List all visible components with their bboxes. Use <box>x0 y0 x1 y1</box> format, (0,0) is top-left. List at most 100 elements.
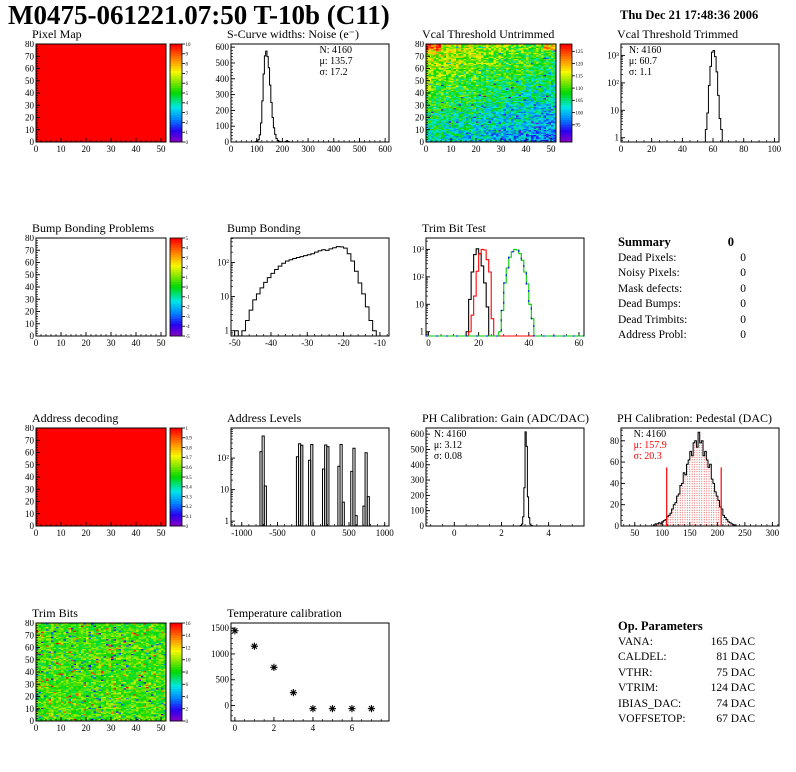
svg-text:40: 40 <box>524 338 534 348</box>
summary-title: Summary <box>618 235 671 249</box>
svg-text:50: 50 <box>25 76 35 86</box>
plot-title: Bump Bonding <box>227 221 301 235</box>
scurve-noise-chart: 0 100 200 300 400 500 600 0 100 200 300 400 500 600 N:… <box>216 42 393 154</box>
svg-text:105: 105 <box>576 99 584 104</box>
svg-text:0: 0 <box>186 286 189 291</box>
op-parameters-title: Op. Parameters <box>618 619 703 633</box>
svg-text:400: 400 <box>216 74 230 84</box>
svg-text:400: 400 <box>327 144 341 154</box>
summary-row-value: 0 <box>740 313 746 326</box>
svg-text:40: 40 <box>25 282 35 292</box>
plot-title: Vcal Threshold Untrimmed <box>422 27 555 41</box>
op-parameter-value: 165 DAC <box>710 636 755 648</box>
svg-text:10: 10 <box>57 338 67 348</box>
svg-text:10: 10 <box>610 105 620 115</box>
svg-text:10: 10 <box>57 144 67 154</box>
svg-text:-30: -30 <box>301 338 313 348</box>
svg-text:5: 5 <box>186 237 189 242</box>
svg-text:μ: 135.7: μ: 135.7 <box>319 56 352 67</box>
svg-text:500: 500 <box>216 58 230 68</box>
svg-text:100: 100 <box>250 144 264 154</box>
svg-text:0: 0 <box>229 144 234 154</box>
svg-text:10: 10 <box>220 292 230 302</box>
svg-text:0: 0 <box>34 144 39 154</box>
svg-text:1: 1 <box>420 327 425 337</box>
svg-text:40: 40 <box>415 88 425 98</box>
svg-text:60: 60 <box>709 144 719 154</box>
svg-text:9: 9 <box>186 53 189 58</box>
svg-text:-40: -40 <box>265 338 277 348</box>
svg-text:-3: -3 <box>186 315 191 320</box>
svg-text:1: 1 <box>186 131 189 136</box>
svg-text:1: 1 <box>225 326 230 336</box>
plot-title: Temperature calibration <box>227 606 342 620</box>
bump-bonding-chart: -50 -40 -30 -20 -10 1 10 10² <box>217 237 390 348</box>
panel-vcal-untrimmed: Vcal Threshold Untrimmed 0 10 20 30 40 50 0 10 2… <box>400 28 592 158</box>
svg-text:30: 30 <box>107 338 117 348</box>
svg-text:125: 125 <box>576 50 584 55</box>
svg-text:1: 1 <box>615 133 620 143</box>
svg-text:115: 115 <box>576 75 584 80</box>
page-title: M0475-061221.07:50 T-10b (C11) <box>8 0 390 30</box>
svg-text:50: 50 <box>157 338 167 348</box>
svg-text:20: 20 <box>647 144 657 154</box>
op-parameter-value: 74 DAC <box>716 697 755 710</box>
summary-row-value: 0 <box>740 298 746 311</box>
svg-text:20: 20 <box>82 144 92 154</box>
op-parameter-label: VTHR: <box>618 666 653 679</box>
plot-title: S-Curve widths: Noise (e⁻) <box>227 27 359 41</box>
plot-title: PH Calibration: Pedestal (DAC) <box>617 411 772 425</box>
svg-text:20: 20 <box>25 307 35 317</box>
svg-text:70: 70 <box>415 51 425 61</box>
panel-pixel-map: Pixel Map 0 10 20 30 40 50 0 10 20 30 40 50 60 70 80 10… <box>10 28 202 158</box>
svg-text:σ: 17.2: σ: 17.2 <box>319 67 347 78</box>
summary-row-label: Dead Bumps: <box>618 298 681 311</box>
svg-text:1: 1 <box>186 276 189 281</box>
svg-text:-20: -20 <box>338 338 350 348</box>
panel-address-levels: Address Levels -1000 -500 0 500 1000 1 10 10² <box>205 412 397 542</box>
svg-text:-4: -4 <box>186 325 191 330</box>
panel-ph-pedestal: PH Calibration: Pedestal (DAC) 50 100 150 2… <box>595 412 787 542</box>
svg-text:10: 10 <box>447 144 457 154</box>
op-parameter-value: 124 DAC <box>710 682 755 695</box>
svg-text:5: 5 <box>186 92 189 97</box>
plot-title: Address decoding <box>32 411 119 425</box>
svg-text:110: 110 <box>576 87 584 92</box>
summary-row-label: Dead Pixels: <box>618 252 677 264</box>
panel-trim-bits: Trim Bits 0 10 20 30 40 50 0 10 20 30 40 50 60 70 80 16… <box>10 607 202 737</box>
summary-row: Dead Trimbits: 0 <box>618 313 746 328</box>
svg-text:80: 80 <box>25 41 35 49</box>
timestamp: Thu Dec 21 17:48:36 2006 <box>620 8 759 22</box>
svg-text:2: 2 <box>186 266 189 271</box>
panel-scurve-noise: S-Curve widths: Noise (e⁻) 0 100 200 300 400… <box>205 28 397 158</box>
svg-text:4: 4 <box>186 102 189 107</box>
panel-address-decoding: Address decoding 0 10 20 30 40 50 0 10 20 30 40 50 6… <box>10 412 202 542</box>
svg-text:30: 30 <box>415 100 425 110</box>
panel-bump-problems: Bump Bonding Problems 0 10 20 30 40 50 0 10 20 30… <box>10 222 202 352</box>
op-parameters-panel: Op. Parameters VANA: 165 DAC CALDEL: 81 … <box>618 618 755 727</box>
svg-text:600: 600 <box>216 42 230 52</box>
op-parameter-label: IBIAS_DAC: <box>618 697 682 710</box>
op-parameter-row: VTRIM: 124 DAC <box>618 681 755 696</box>
svg-text:30: 30 <box>25 294 35 304</box>
svg-text:50: 50 <box>415 76 425 86</box>
svg-text:7: 7 <box>186 72 189 77</box>
svg-text:40: 40 <box>522 144 532 154</box>
svg-text:100: 100 <box>768 144 782 154</box>
svg-text:300: 300 <box>301 144 315 154</box>
svg-text:20: 20 <box>474 338 484 348</box>
plot-title: Address Levels <box>227 411 302 425</box>
svg-text:0: 0 <box>225 137 230 147</box>
svg-text:60: 60 <box>574 338 584 348</box>
svg-text:6: 6 <box>186 82 189 87</box>
summary-row: Noisy Pixels: 0 <box>618 266 746 281</box>
svg-text:100: 100 <box>216 121 230 131</box>
